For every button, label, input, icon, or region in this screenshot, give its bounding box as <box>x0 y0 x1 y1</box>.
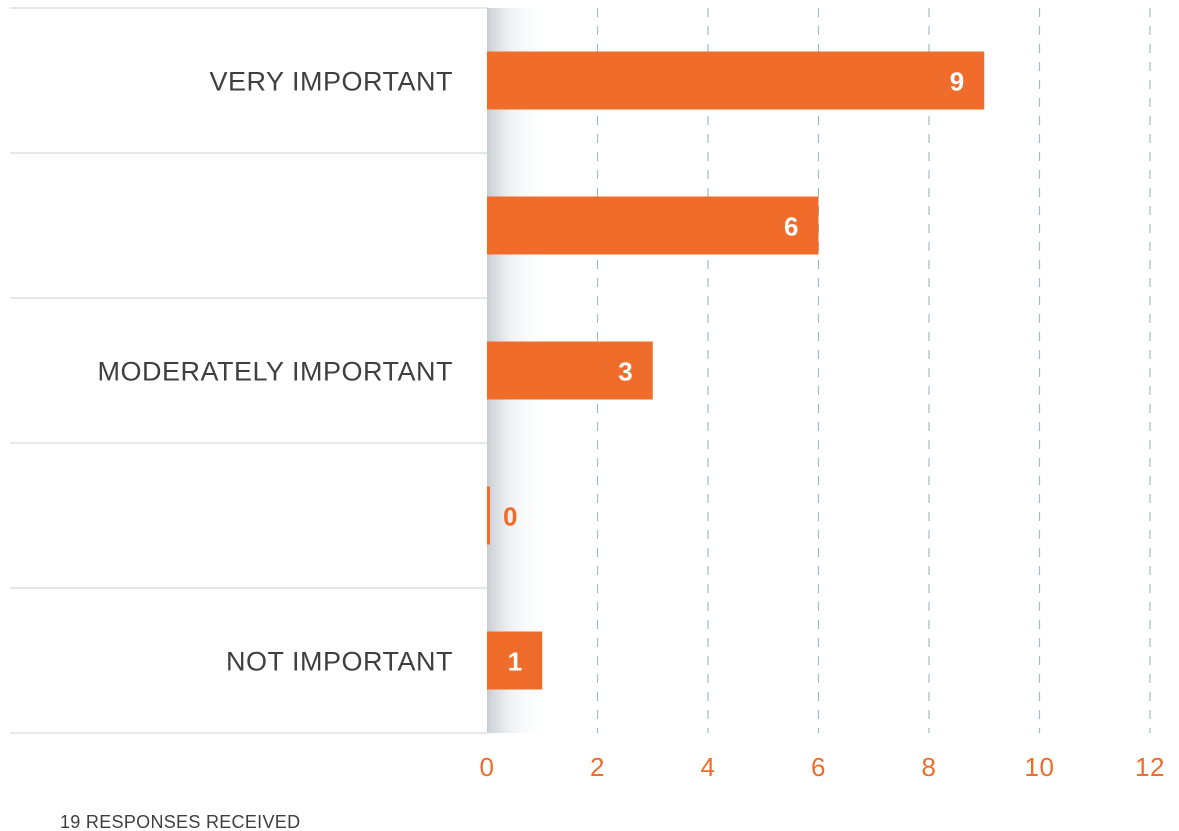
x-tick-label: 6 <box>811 752 826 782</box>
category-label: NOT IMPORTANT <box>226 647 453 677</box>
bars <box>487 51 985 690</box>
bar-value-label: 0 <box>503 502 517 532</box>
category-labels: VERY IMPORTANT MODERATELY IMPORTANT NOT IM… <box>97 67 453 677</box>
bar <box>487 51 985 110</box>
responses-footnote: 19 RESPONSES RECEIVED <box>60 812 300 831</box>
category-label: VERY IMPORTANT <box>209 67 453 97</box>
bar <box>487 341 653 400</box>
bar-value-label: 1 <box>508 647 522 677</box>
x-tick-label: 2 <box>590 752 605 782</box>
bar <box>487 486 490 545</box>
row-dividers <box>10 7 487 734</box>
bar <box>487 196 819 255</box>
bar-value-label: 9 <box>950 67 964 97</box>
x-axis-ticks: 0 2 4 6 8 10 12 <box>480 752 1165 782</box>
x-tick-label: 10 <box>1025 752 1055 782</box>
bar-value-label: 3 <box>618 357 632 387</box>
x-tick-label: 12 <box>1135 752 1165 782</box>
gridlines <box>596 8 1151 733</box>
x-tick-label: 0 <box>480 752 495 782</box>
bar-value-label: 6 <box>784 212 798 242</box>
value-labels: 9 6 3 0 1 <box>503 67 964 677</box>
x-tick-label: 8 <box>922 752 937 782</box>
category-label: MODERATELY IMPORTANT <box>97 357 453 387</box>
bar <box>487 631 543 690</box>
x-tick-label: 4 <box>701 752 716 782</box>
